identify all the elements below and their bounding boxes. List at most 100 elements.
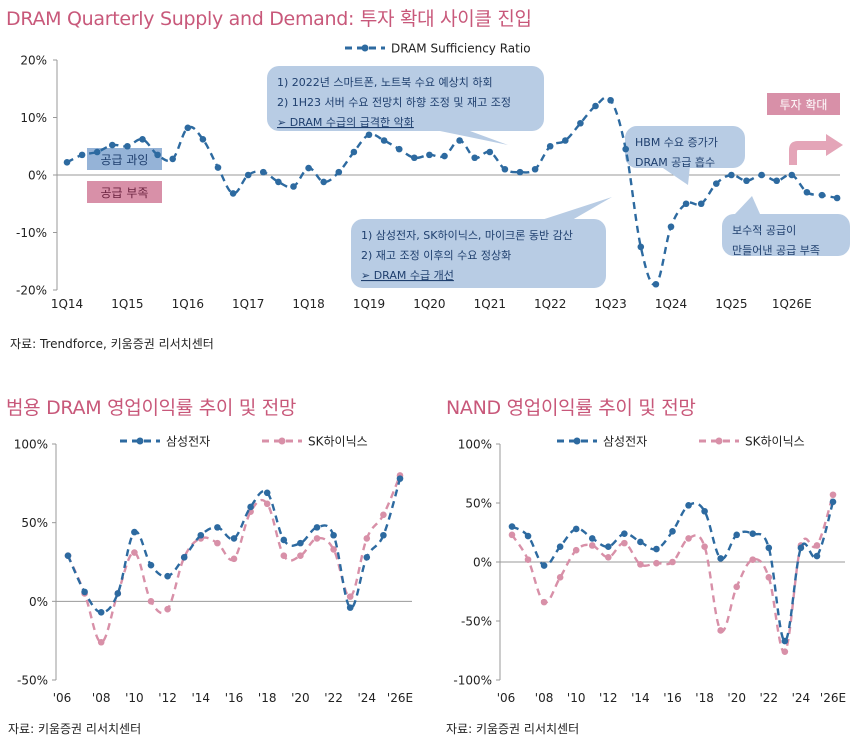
nand-margin-xtick-label: '20: [727, 691, 746, 705]
nand-margin-samsung-point: [813, 552, 821, 560]
sufficiency-ratio-point: [109, 141, 116, 149]
main-legend-label: DRAM Sufficiency Ratio: [391, 42, 531, 56]
dram-margin-samsung-point: [346, 604, 354, 611]
nand-margin-samsung-point: [765, 544, 773, 552]
sufficiency-ratio-point: [667, 223, 675, 231]
sufficiency-ratio-point: [743, 177, 750, 185]
dram-margin-ytick-label: -50%: [17, 674, 48, 688]
dram-margin-sk-point: [230, 555, 238, 563]
nand-margin-sk-line: [510, 494, 835, 653]
nand-margin-samsung-point: [637, 538, 644, 546]
nand-margin-source: 자료: 키움증권 리서치센터: [446, 722, 580, 736]
nand-margin-sk-point: [556, 574, 564, 581]
callout-supply-recovery: 1) 삼성전자, SK하이닉스, 마이크론 동반 감산 2) 재고 조정 이후의 …: [351, 197, 612, 288]
main-xtick-label: 1Q18: [292, 297, 324, 311]
nand-margin-legend-sk-marker: [715, 437, 723, 445]
dram-margin-xtick-label: '14: [192, 691, 211, 705]
nand-margin-sk-point: [669, 558, 676, 566]
main-xtick-label: 1Q19: [353, 297, 385, 311]
sufficiency-ratio-point: [154, 151, 161, 159]
sufficiency-ratio-point: [411, 154, 418, 162]
dram-margin-sk-point: [214, 539, 221, 547]
shortage-box: [87, 181, 162, 203]
sufficiency-ratio-point: [365, 131, 373, 139]
sufficiency-ratio-point: [592, 102, 599, 110]
nand-margin-samsung-point: [701, 507, 708, 515]
nand-margin-sk-point: [813, 542, 821, 549]
callout-shortage-pointer: [735, 196, 760, 214]
callout-supply-recovery-box: [351, 219, 606, 288]
nand-margin-xtick-label: '22: [760, 691, 779, 705]
main-xtick-label: 1Q17: [232, 297, 264, 311]
sufficiency-ratio-point: [214, 164, 222, 171]
dram-margin-samsung-point: [147, 561, 155, 569]
nand-margin-sk-point: [637, 561, 644, 568]
sufficiency-ratio-point: [637, 243, 645, 251]
nand-margin-xtick-label: '10: [567, 691, 586, 705]
main-xtick-label: 1Q16: [172, 297, 204, 311]
sufficiency-ratio-point: [803, 188, 811, 196]
dram-margin-legend-samsung-marker: [136, 437, 144, 445]
dram-margin-sk-point: [313, 535, 321, 542]
dram-margin-sk-point: [380, 511, 387, 519]
dram-margin-samsung-point: [197, 531, 205, 539]
sufficiency-ratio-point: [380, 137, 388, 144]
sufficiency-ratio-point: [697, 200, 705, 208]
dram-margin-legend-sk-marker: [278, 437, 286, 445]
main-xtick-label: 1Q23: [594, 297, 626, 311]
sufficiency-ratio-point: [456, 137, 463, 144]
dram-margin-xtick-label: '12: [158, 691, 177, 705]
dram-margin-sk-point: [297, 552, 304, 560]
nand-margin-ytick-label: -50%: [461, 615, 492, 629]
dram-margin-sk-point: [131, 549, 138, 556]
dram-margin-ytick-label: 100%: [14, 438, 48, 452]
nand-margin-xtick-label: '06: [497, 691, 516, 705]
main-xtick-label: 1Q26E: [772, 297, 812, 311]
nand-margin-xtick-label: '12: [599, 691, 618, 705]
main-chart-source: 자료: Trendforce, 키움증권 리서치센터: [10, 337, 214, 351]
nand-margin-samsung-point: [685, 502, 692, 509]
dram-margin-samsung-point: [247, 503, 254, 511]
dram-margin-xtick-label: '24: [358, 691, 377, 705]
nand-margin-sk-point: [765, 574, 773, 581]
nand-margin-sk-point: [588, 542, 596, 549]
sufficiency-ratio-point: [395, 145, 403, 153]
main-xtick-label: 1Q20: [413, 297, 445, 311]
nand-margin-samsung-point: [669, 528, 676, 535]
nand-margin-samsung-point: [556, 543, 564, 550]
dram-margin-samsung-point: [263, 489, 271, 497]
nand-margin-legend-sk-label: SK하이닉스: [745, 435, 805, 449]
dram-margin-sk-point: [97, 638, 105, 646]
dram-margin-samsung-point: [114, 590, 122, 597]
nand-margin-xtick-label: '08: [535, 691, 554, 705]
nand-margin-sk-point: [621, 539, 628, 547]
nand-margin-sk-point: [540, 598, 548, 606]
sufficiency-ratio-point: [607, 96, 614, 104]
callout-hbm-line-2: DRAM 공급 흡수: [635, 155, 715, 169]
nand-margin-samsung-point: [749, 530, 757, 537]
nand-margin-xtick-label: '26E: [820, 691, 846, 705]
dram-margin-sk-point: [164, 605, 171, 613]
dram-margin-samsung-point: [214, 524, 221, 531]
sufficiency-ratio-point: [577, 119, 584, 127]
nand-margin-sk-point: [572, 546, 580, 554]
sufficiency-ratio-point: [441, 152, 448, 160]
sufficiency-ratio-point: [260, 168, 267, 176]
main-ytick-label: -10%: [16, 226, 47, 240]
nand-margin-sk-point: [653, 559, 660, 567]
sufficiency-ratio-point: [758, 171, 765, 179]
callout-hbm-line-1: HBM 수요 증가가: [635, 136, 718, 149]
callout-demand-drop-box: [267, 66, 544, 131]
sufficiency-ratio-point: [229, 190, 237, 197]
main-xtick-label: 1Q21: [474, 297, 506, 311]
sufficiency-ratio-point: [244, 171, 252, 179]
sufficiency-ratio-point: [788, 171, 796, 179]
nand-margin-ytick-label: 0%: [473, 556, 492, 570]
nand-margin-samsung-point: [781, 637, 789, 645]
sufficiency-ratio-point: [93, 148, 101, 156]
main-xtick-label: 1Q22: [534, 297, 566, 311]
nand-margin-sk-point: [717, 627, 724, 634]
dram-margin-title: 범용 DRAM 영업이익률 추이 및 전망: [6, 397, 297, 419]
nand-margin-samsung-point: [540, 562, 548, 569]
nand-margin-title: NAND 영업이익률 추이 및 전망: [446, 397, 696, 419]
